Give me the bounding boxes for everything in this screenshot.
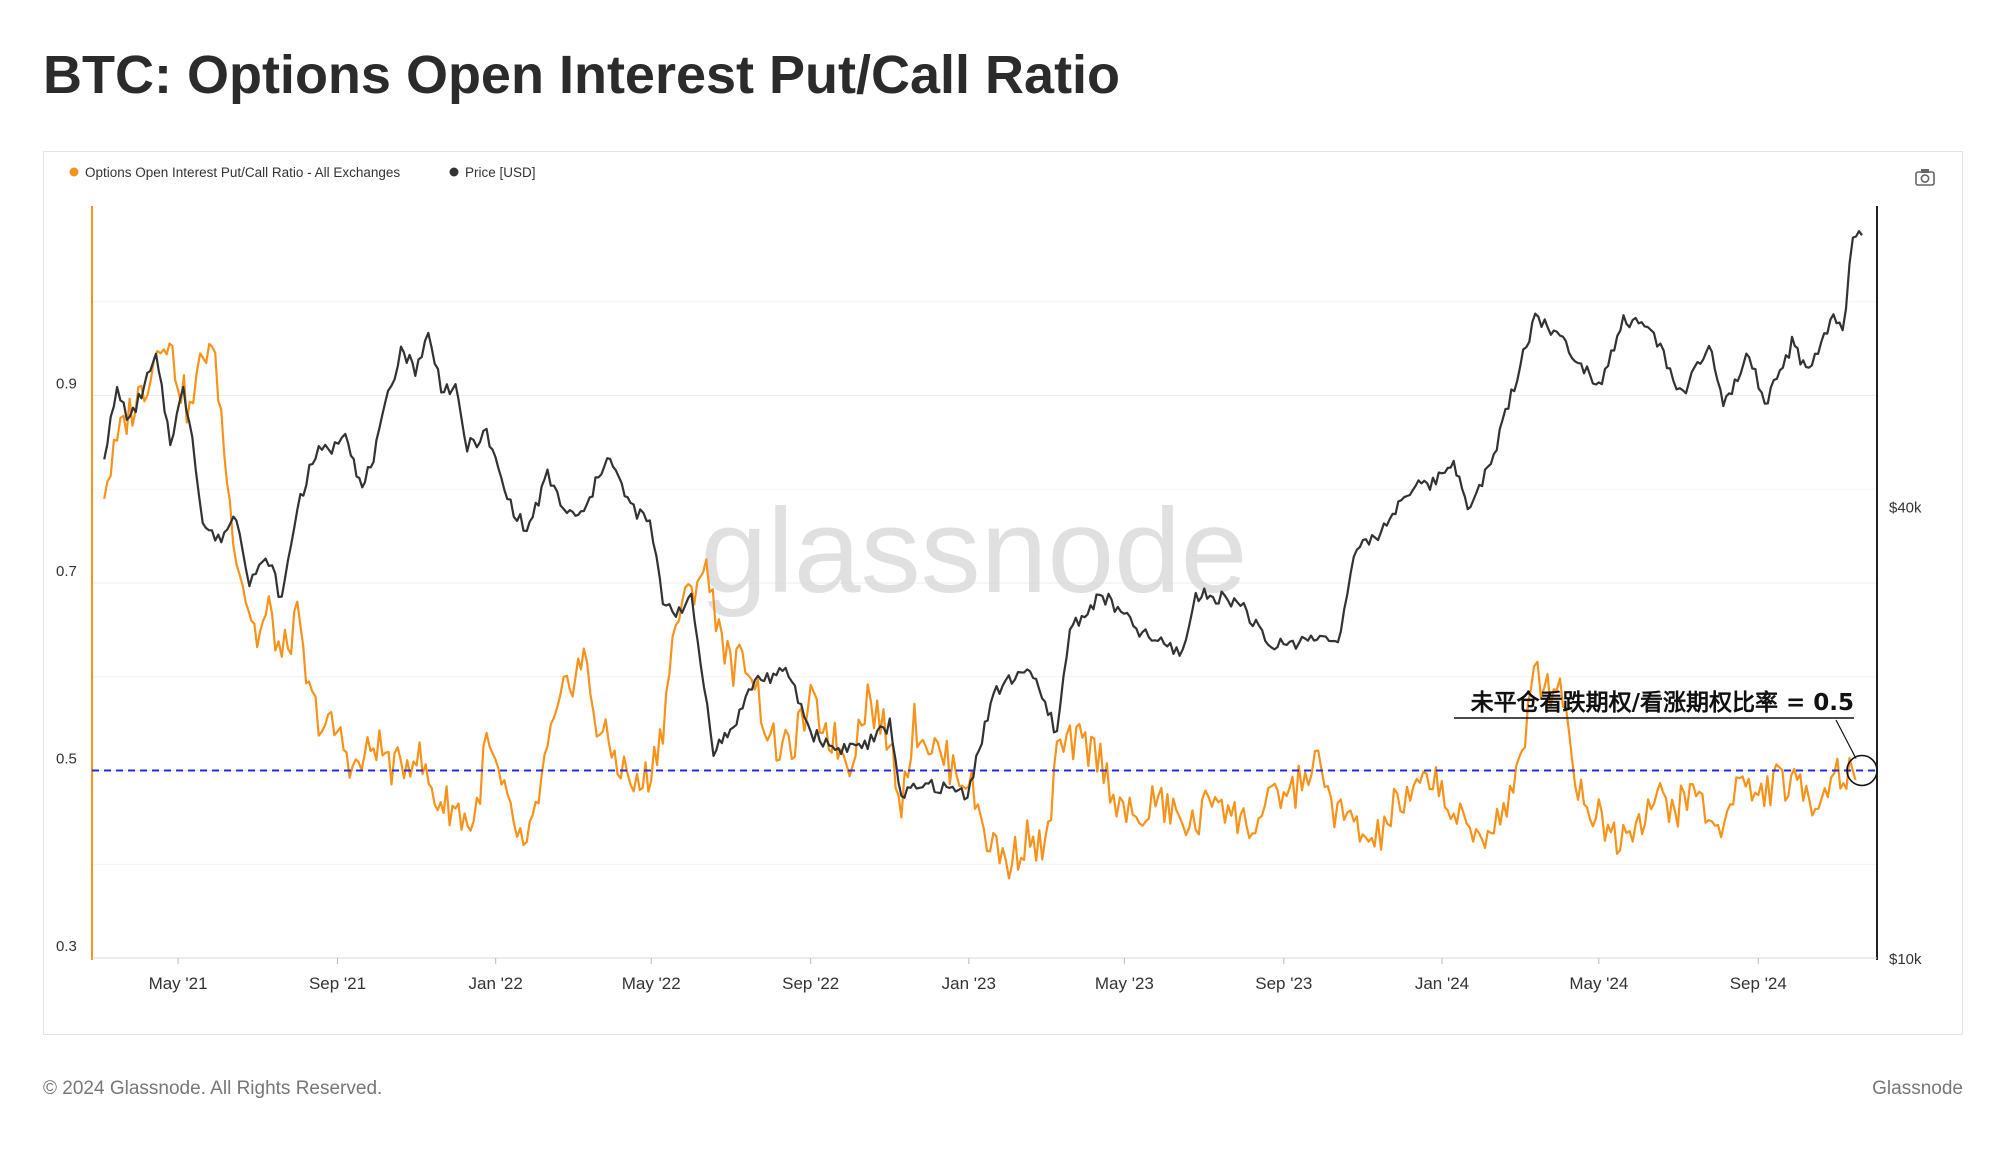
left-tick-label: 0.7	[56, 563, 77, 580]
annotation-label: 未平仓看跌期权/看涨期权比率 = 0.5	[1471, 689, 1854, 716]
x-tick-label: May '22	[622, 974, 681, 993]
x-tick-label: May '23	[1095, 974, 1154, 993]
annotation-leader-line	[1835, 719, 1857, 759]
x-tick-label: Jan '24	[1415, 974, 1469, 993]
right-tick-label: $40k	[1889, 499, 1922, 516]
footer-copyright: © 2024 Glassnode. All Rights Reserved.	[43, 1078, 383, 1099]
legend[interactable]: Options Open Interest Put/Call Ratio - A…	[69, 165, 536, 180]
x-tick-label: May '21	[149, 974, 208, 993]
x-tick-label: Sep '21	[309, 974, 366, 993]
highlight-circle	[1846, 754, 1878, 787]
legend-swatch-price	[449, 167, 459, 177]
x-tick-label: Jan '22	[469, 974, 523, 993]
legend-label-price[interactable]: Price [USD]	[465, 165, 536, 180]
legend-swatch-ratio	[69, 167, 79, 177]
right-tick-label: $10k	[1889, 951, 1922, 968]
x-axis-ticks: May '21 Sep '21 Jan '22 May '22 Sep '22 Jan '…	[149, 958, 1787, 993]
chart-panel: glassnode Options Open Interest Put/Call…	[43, 151, 1963, 1035]
x-tick-label: Sep '22	[782, 974, 839, 993]
grid-lines	[92, 301, 1877, 959]
left-tick-label: 0.5	[56, 751, 77, 768]
left-axis-ticks: 0.3 0.5 0.7 0.9	[56, 376, 77, 956]
x-tick-label: Sep '24	[1730, 974, 1787, 993]
watermark: glassnode	[700, 484, 1247, 618]
chart-canvas: glassnode Options Open Interest Put/Call…	[56, 165, 1935, 993]
series-line-price	[103, 230, 1863, 801]
right-axis-ticks: $10k $40k	[1889, 499, 1922, 968]
left-tick-label: 0.3	[56, 938, 77, 955]
page-title: BTC: Options Open Interest Put/Call Rati…	[43, 45, 1121, 105]
x-tick-label: Sep '23	[1255, 974, 1312, 993]
series-line-put-call-ratio	[103, 342, 1857, 880]
footer-brand[interactable]: Glassnode	[1872, 1078, 1963, 1099]
camera-icon[interactable]	[1915, 169, 1935, 186]
x-tick-label: May '24	[1569, 974, 1628, 993]
legend-label-ratio[interactable]: Options Open Interest Put/Call Ratio - A…	[85, 165, 400, 180]
left-tick-label: 0.9	[56, 376, 77, 393]
x-tick-label: Jan '23	[942, 974, 996, 993]
